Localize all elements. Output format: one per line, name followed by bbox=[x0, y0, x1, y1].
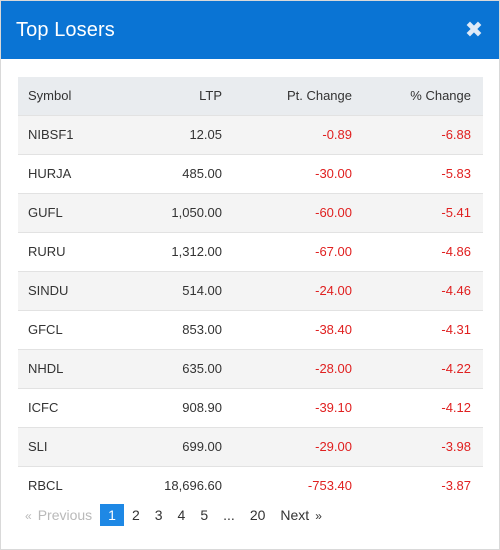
table-row: SINDU 514.00 -24.00 -4.46 bbox=[18, 270, 483, 310]
cell-pt-change: -28.00 bbox=[222, 348, 352, 388]
page-button-4[interactable]: 4 bbox=[177, 507, 186, 523]
table-body: NIBSF1 12.05 -0.89 -6.88 HURJA 485.00 -3… bbox=[18, 114, 483, 505]
cell-pt-change: -24.00 bbox=[222, 270, 352, 310]
next-page-button[interactable]: Next » bbox=[273, 504, 328, 526]
cell-pct-change: -4.22 bbox=[352, 348, 483, 388]
cell-ltp: 699.00 bbox=[126, 426, 222, 466]
table-row: RURU 1,312.00 -67.00 -4.86 bbox=[18, 231, 483, 271]
cell-pct-change: -4.12 bbox=[352, 387, 483, 427]
table-row: NIBSF1 12.05 -0.89 -6.88 bbox=[18, 114, 483, 154]
cell-symbol: NHDL bbox=[18, 348, 126, 388]
pagination-ellipsis: ... bbox=[223, 507, 235, 523]
close-icon[interactable]: ✖ bbox=[464, 17, 484, 42]
cell-pct-change: -3.98 bbox=[352, 426, 483, 466]
cell-ltp: 908.90 bbox=[126, 387, 222, 427]
page-button-1[interactable]: 1 bbox=[100, 504, 124, 526]
modal-title: Top Losers bbox=[16, 18, 115, 41]
cell-symbol: HURJA bbox=[18, 153, 126, 193]
cell-pt-change: -0.89 bbox=[222, 114, 352, 154]
cell-symbol: RURU bbox=[18, 231, 126, 271]
cell-ltp: 12.05 bbox=[126, 114, 222, 154]
double-chevron-left-icon: « bbox=[25, 509, 32, 523]
cell-symbol: RBCL bbox=[18, 465, 126, 505]
cell-ltp: 1,312.00 bbox=[126, 231, 222, 271]
cell-symbol: GUFL bbox=[18, 192, 126, 232]
cell-pt-change: -30.00 bbox=[222, 153, 352, 193]
page-button-3[interactable]: 3 bbox=[154, 507, 163, 523]
cell-pt-change: -753.40 bbox=[222, 465, 352, 505]
cell-pct-change: -5.41 bbox=[352, 192, 483, 232]
cell-ltp: 18,696.60 bbox=[126, 465, 222, 505]
page-button-20[interactable]: 20 bbox=[249, 507, 266, 523]
cell-ltp: 635.00 bbox=[126, 348, 222, 388]
page-button-2[interactable]: 2 bbox=[131, 507, 140, 523]
cell-symbol: SINDU bbox=[18, 270, 126, 310]
cell-symbol: NIBSF1 bbox=[18, 114, 126, 154]
losers-table: Symbol LTP Pt. Change % Change NIBSF1 12… bbox=[18, 77, 483, 505]
column-header-pt-change[interactable]: Pt. Change bbox=[286, 88, 352, 104]
cell-symbol: SLI bbox=[18, 426, 126, 466]
table-row: SLI 699.00 -29.00 -3.98 bbox=[18, 426, 483, 466]
previous-label: Previous bbox=[37, 507, 93, 523]
cell-pct-change: -5.83 bbox=[352, 153, 483, 193]
column-header-symbol[interactable]: Symbol bbox=[28, 88, 72, 104]
modal-header: Top Losers ✖ bbox=[1, 1, 499, 59]
pagination: « Previous 1 2 3 4 5 ... 20 Next » bbox=[18, 504, 330, 526]
cell-pct-change: -4.46 bbox=[352, 270, 483, 310]
cell-pt-change: -67.00 bbox=[222, 231, 352, 271]
cell-pt-change: -29.00 bbox=[222, 426, 352, 466]
column-header-pct-change[interactable]: % Change bbox=[410, 88, 471, 104]
cell-pt-change: -38.40 bbox=[222, 309, 352, 349]
table-row: HURJA 485.00 -30.00 -5.83 bbox=[18, 153, 483, 193]
next-label: Next bbox=[280, 507, 310, 523]
previous-page-button[interactable]: « Previous bbox=[18, 504, 99, 526]
cell-pct-change: -4.86 bbox=[352, 231, 483, 271]
cell-ltp: 514.00 bbox=[126, 270, 222, 310]
cell-symbol: GFCL bbox=[18, 309, 126, 349]
table-row: GFCL 853.00 -38.40 -4.31 bbox=[18, 309, 483, 349]
column-header-ltp[interactable]: LTP bbox=[199, 88, 222, 104]
losers-table-container: Symbol LTP Pt. Change % Change NIBSF1 12… bbox=[18, 77, 483, 505]
double-chevron-right-icon: » bbox=[315, 509, 322, 523]
table-row: NHDL 635.00 -28.00 -4.22 bbox=[18, 348, 483, 388]
table-row: ICFC 908.90 -39.10 -4.12 bbox=[18, 387, 483, 427]
cell-pct-change: -4.31 bbox=[352, 309, 483, 349]
table-row: GUFL 1,050.00 -60.00 -5.41 bbox=[18, 192, 483, 232]
cell-pct-change: -3.87 bbox=[352, 465, 483, 505]
header-row: Symbol LTP Pt. Change % Change bbox=[18, 77, 483, 115]
cell-ltp: 853.00 bbox=[126, 309, 222, 349]
cell-pt-change: -60.00 bbox=[222, 192, 352, 232]
cell-symbol: ICFC bbox=[18, 387, 126, 427]
cell-pt-change: -39.10 bbox=[222, 387, 352, 427]
table-row: RBCL 18,696.60 -753.40 -3.87 bbox=[18, 465, 483, 505]
table-header: Symbol LTP Pt. Change % Change bbox=[18, 77, 483, 115]
page-button-5[interactable]: 5 bbox=[200, 507, 209, 523]
cell-ltp: 1,050.00 bbox=[126, 192, 222, 232]
cell-ltp: 485.00 bbox=[126, 153, 222, 193]
cell-pct-change: -6.88 bbox=[352, 114, 483, 154]
